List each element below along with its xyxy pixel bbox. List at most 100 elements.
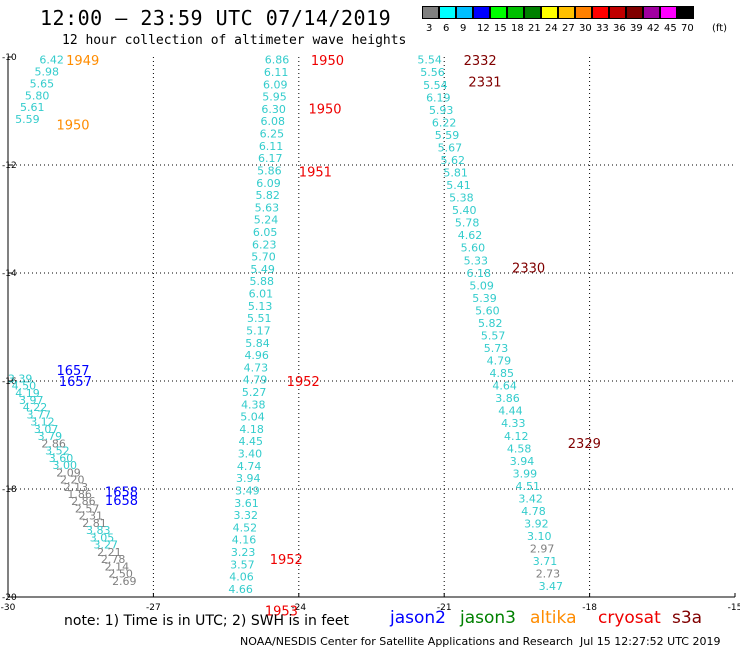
wave-height-value: 2.57: [75, 502, 100, 515]
scale-swatch: [643, 6, 660, 19]
wave-height-value: 5.82: [255, 189, 280, 202]
wave-height-value: 5.88: [250, 275, 275, 288]
time-label: 1951: [299, 165, 332, 180]
time-label: 1953: [265, 605, 298, 620]
credit-footer: NOAA/NESDIS Center for Satellite Applica…: [240, 635, 574, 648]
wave-height-value: 4.74: [237, 460, 262, 473]
time-label: 1950: [308, 102, 341, 117]
legend-altika: altika: [530, 608, 577, 628]
wave-height-value: 5.84: [245, 337, 270, 350]
scale-label: 3: [426, 23, 433, 34]
wave-height-value: 2.21: [97, 546, 122, 559]
wave-height-value: 2.13: [64, 481, 89, 494]
wave-height-value: 4.50: [12, 380, 37, 393]
wave-height-value: 4.38: [241, 398, 266, 411]
wave-height-value: 6.01: [249, 288, 274, 301]
wave-height-value: 5.33: [464, 254, 489, 267]
wave-height-value: 3.39: [8, 372, 33, 385]
wave-height-value: 5.65: [30, 77, 55, 90]
wave-height-value: 5.73: [484, 342, 509, 355]
wave-height-value: 6.19: [426, 91, 451, 104]
track-s3a: 5.545.565.546.195.936.225.595.675.625.81…: [417, 54, 600, 594]
wave-height-value: 6.09: [263, 78, 288, 91]
wave-height-value: 4.96: [244, 349, 269, 362]
scale-swatch: [439, 6, 456, 19]
x-tick-label: -21: [437, 603, 452, 613]
wave-height-value: 6.25: [260, 128, 285, 141]
wave-height-value: 4.79: [487, 355, 512, 368]
track-cryosat: 6.866.116.095.956.306.086.256.116.175.86…: [228, 54, 344, 620]
scale-swatch: [575, 6, 592, 19]
scale-swatch: [524, 6, 541, 19]
wave-height-value: 5.49: [250, 263, 275, 276]
wave-height-value: 5.63: [255, 201, 280, 214]
wave-height-value: 5.80: [25, 89, 50, 102]
wave-height-value: 6.42: [39, 54, 64, 67]
time-label: 1658: [105, 494, 138, 509]
legend-jason2: jason2: [390, 608, 446, 628]
wave-height-value: 2.20: [60, 474, 85, 487]
scale-swatch: [422, 6, 439, 19]
wave-height-value: 6.22: [432, 116, 457, 129]
wave-height-value: 5.78: [455, 217, 480, 230]
legend-jason3: jason3: [460, 608, 516, 628]
wave-height-value: 5.39: [472, 292, 497, 305]
wave-height-value: 6.86: [265, 54, 290, 67]
wave-height-value: 5.54: [417, 54, 442, 67]
wave-height-value: 5.54: [423, 79, 448, 92]
scale-label: 21: [528, 23, 541, 34]
wave-height-value: 4.51: [515, 480, 540, 493]
time-label: 2332: [464, 54, 497, 69]
time-label: 1657: [59, 375, 92, 390]
wave-height-value: 5.81: [443, 167, 468, 180]
wave-height-value: 5.57: [481, 329, 506, 342]
wave-height-value: 3.32: [233, 509, 258, 522]
wave-height-value: 3.77: [26, 408, 51, 421]
wave-height-value: 3.60: [49, 452, 74, 465]
scale-label: 30: [579, 23, 592, 34]
scale-label: 15: [494, 23, 507, 34]
wave-height-value: 2.73: [536, 568, 561, 581]
map-title: 12:00 – 23:59 UTC 07/14/2019: [40, 6, 392, 30]
wave-height-value: 3.52: [45, 445, 70, 458]
scale-label: 42: [647, 23, 660, 34]
wave-height-value: 3.07: [34, 423, 59, 436]
wave-height-value: 3.79: [38, 430, 63, 443]
wave-height-value: 5.98: [35, 66, 60, 79]
wave-height-value: 5.09: [469, 279, 494, 292]
scale-swatch: [677, 6, 694, 19]
scale-label: 12: [477, 23, 490, 34]
x-tick-label: -15: [728, 603, 740, 613]
wave-height-value: 3.12: [30, 416, 55, 429]
time-label: 1949: [66, 54, 99, 69]
wave-height-value: 2.81: [82, 517, 107, 530]
wave-height-value: 4.44: [498, 405, 523, 418]
wave-height-value: 5.60: [461, 242, 486, 255]
wave-height-value: 3.92: [524, 518, 549, 531]
map-subtitle: 12 hour collection of altimeter wave hei…: [62, 33, 407, 48]
wave-height-value: 5.56: [420, 66, 445, 79]
wave-height-value: 3.57: [230, 558, 255, 571]
wave-height-value: 6.30: [261, 103, 286, 116]
wave-height-value: 2.69: [112, 575, 137, 588]
scale-swatch: [507, 6, 524, 19]
scale-label: 70: [681, 23, 694, 34]
wave-height-value: 5.61: [20, 101, 45, 114]
wave-height-value: 6.05: [253, 226, 278, 239]
y-tick-label: -14: [2, 269, 17, 279]
wave-height-value: 1.86: [67, 488, 92, 501]
wave-height-value: 2.97: [530, 543, 555, 556]
time-label: 1950: [311, 54, 344, 69]
scale-swatch: [592, 6, 609, 19]
y-tick-label: -10: [2, 53, 17, 63]
wave-height-value: 4.66: [228, 583, 253, 596]
time-label: 1657: [56, 364, 89, 379]
wave-height-value: 4.12: [504, 430, 529, 443]
scale-label: 27: [562, 23, 575, 34]
wave-height-value: 2.09: [56, 466, 81, 479]
units-note: note: 1) Time is in UTC; 2) SWH is in fe…: [64, 613, 350, 629]
wave-height-value: 3.86: [495, 392, 520, 405]
scale-swatch: [626, 6, 643, 19]
y-tick-label: -12: [2, 161, 17, 171]
